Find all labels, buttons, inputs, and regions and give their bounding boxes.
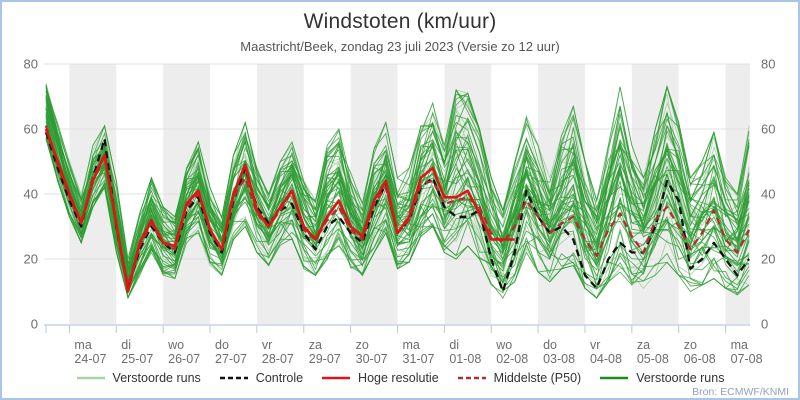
day-name-label: za [309,338,322,352]
ensemble-member-line [45,86,750,265]
chart-subtitle: Maastricht/Beek, zondag 23 juli 2023 (Ve… [240,39,560,54]
day-date-label: 30-07 [356,352,388,366]
ensemble-member-line [45,132,750,299]
ensemble-member-line [45,96,750,281]
day-date-label: 03-08 [543,352,575,366]
ensemble-member-line [45,134,750,286]
day-name-label: ma [403,338,420,352]
legend-label: Controle [255,371,304,385]
day-name-label: wo [167,338,184,352]
y-tick-label-left: 40 [24,187,38,202]
day-name-label: ma [74,338,91,352]
legend-label: Verstoorde runs [636,371,725,385]
ensemble-member-lines [45,83,750,300]
day-date-label: 26-07 [168,352,200,366]
day-name-label: di [121,338,131,352]
day-name-label: do [215,338,229,352]
legend-swatch-line [76,376,105,380]
ensemble-member-line [45,99,750,294]
y-tick-label-right: 80 [761,57,775,72]
ensemble-member-line [45,91,750,268]
y-tick-label-right: 40 [761,187,775,202]
ensemble-member-line [45,115,750,279]
ensemble-member-line [45,103,750,286]
legend-swatch-line [322,376,351,380]
day-date-label: 28-07 [262,352,294,366]
ensemble-member-line [45,86,750,270]
day-date-label: 25-07 [121,352,153,366]
legend-item: Verstoorde runs [76,371,201,385]
day-name-label: ma [731,338,748,352]
y-axis-labels: 0 0 20 20 40 40 60 60 80 80 [24,57,776,332]
source-attribution: Bron: ECMWF/KNMI [692,386,789,398]
legend-label: Verstoorde runs [112,371,201,385]
legend-swatch-line [219,376,248,380]
day-name-label: vr [590,338,600,352]
legend-swatch-line [457,376,486,380]
y-tick-label-right: 0 [761,317,768,332]
x-axis-labels: ma24-07di25-07wo26-07do27-07vr28-07za29-… [74,338,762,366]
y-tick-label-right: 60 [761,122,775,137]
y-tick-label-left: 0 [31,317,38,332]
day-date-label: 29-07 [309,352,341,366]
ensemble-member-line [45,136,750,300]
day-date-label: 04-08 [590,352,622,366]
day-date-label: 31-07 [403,352,435,366]
x-axis [44,324,750,333]
legend-label: Middelste (P50) [493,371,582,385]
day-name-label: wo [495,338,512,352]
legend-label: Hoge resolutie [358,371,439,385]
day-name-label: za [637,338,650,352]
y-tick-label-left: 80 [24,57,38,72]
legend-item: Controle [219,371,303,385]
day-name-label: di [449,338,459,352]
day-name-label: zo [684,338,697,352]
day-name-label: vr [262,338,272,352]
day-date-label: 27-07 [215,352,247,366]
day-date-label: 06-08 [684,352,716,366]
page-title: Windstoten (km/uur) [303,10,497,33]
day-date-label: 02-08 [496,352,528,366]
legend-item: Verstoorde runs [599,371,724,385]
day-date-label: 05-08 [637,352,669,366]
ensemble-member-line [45,97,750,291]
day-date-label: 24-07 [74,352,106,366]
legend-item: Hoge resolutie [321,371,439,385]
day-name-label: do [543,338,557,352]
y-tick-label-left: 60 [24,122,38,137]
ensemble-member-line [45,124,750,300]
y-tick-label-right: 20 [761,252,775,267]
main-series-lines [44,125,751,293]
day-name-label: zo [356,338,369,352]
day-date-label: 01-08 [449,352,481,366]
ensemble-member-line [45,88,750,269]
hoge-resolutie-line [44,128,515,293]
ensemble-member-line [45,87,750,283]
y-tick-label-left: 20 [24,252,38,267]
day-date-label: 07-08 [731,352,763,366]
legend-swatch-line [600,376,629,380]
legend-item: Middelste (P50) [457,371,582,385]
chart-legend: Verstoorde runs Controle Hoge resolutie Mid… [2,371,798,385]
